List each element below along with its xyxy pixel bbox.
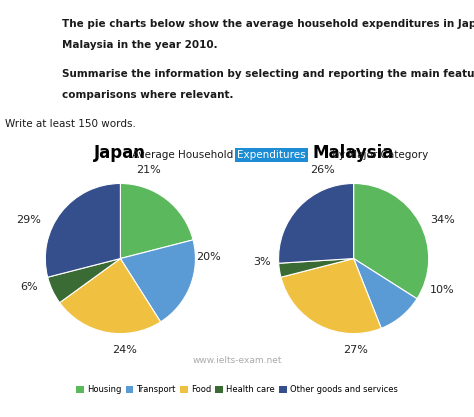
Text: 10%: 10% xyxy=(430,285,455,295)
Text: The pie charts below show the average household expenditures in Japan and: The pie charts below show the average ho… xyxy=(62,19,474,29)
Text: Write at least 150 words.: Write at least 150 words. xyxy=(5,119,136,129)
Text: 26%: 26% xyxy=(310,165,335,175)
Title: Japan: Japan xyxy=(94,144,146,162)
Text: Expenditures: Expenditures xyxy=(237,150,306,160)
Text: 3%: 3% xyxy=(253,257,271,267)
Legend: Housing, Transport, Food, Health care, Other goods and services: Housing, Transport, Food, Health care, O… xyxy=(76,385,398,394)
Text: by Major Category: by Major Category xyxy=(329,150,428,160)
Text: 29%: 29% xyxy=(17,214,41,224)
Wedge shape xyxy=(354,259,417,328)
Text: 24%: 24% xyxy=(112,345,137,355)
Text: www.ielts-exam.net: www.ielts-exam.net xyxy=(192,356,282,365)
Wedge shape xyxy=(281,259,381,334)
Text: 21%: 21% xyxy=(137,165,161,175)
Wedge shape xyxy=(279,259,354,277)
Text: 34%: 34% xyxy=(430,214,455,224)
Text: Malaysia in the year 2010.: Malaysia in the year 2010. xyxy=(62,40,217,50)
Text: 20%: 20% xyxy=(197,252,221,262)
Text: Summarise the information by selecting and reporting the main features, and make: Summarise the information by selecting a… xyxy=(62,69,474,79)
Wedge shape xyxy=(120,240,195,322)
Text: comparisons where relevant.: comparisons where relevant. xyxy=(62,90,233,100)
Text: Average Household: Average Household xyxy=(133,150,237,160)
Wedge shape xyxy=(46,183,120,277)
Wedge shape xyxy=(48,259,120,303)
Wedge shape xyxy=(279,183,354,263)
Text: 27%: 27% xyxy=(343,345,367,355)
Title: Malaysia: Malaysia xyxy=(313,144,394,162)
Wedge shape xyxy=(60,259,161,334)
Wedge shape xyxy=(120,183,193,259)
Text: 6%: 6% xyxy=(20,282,37,292)
Wedge shape xyxy=(354,183,428,299)
